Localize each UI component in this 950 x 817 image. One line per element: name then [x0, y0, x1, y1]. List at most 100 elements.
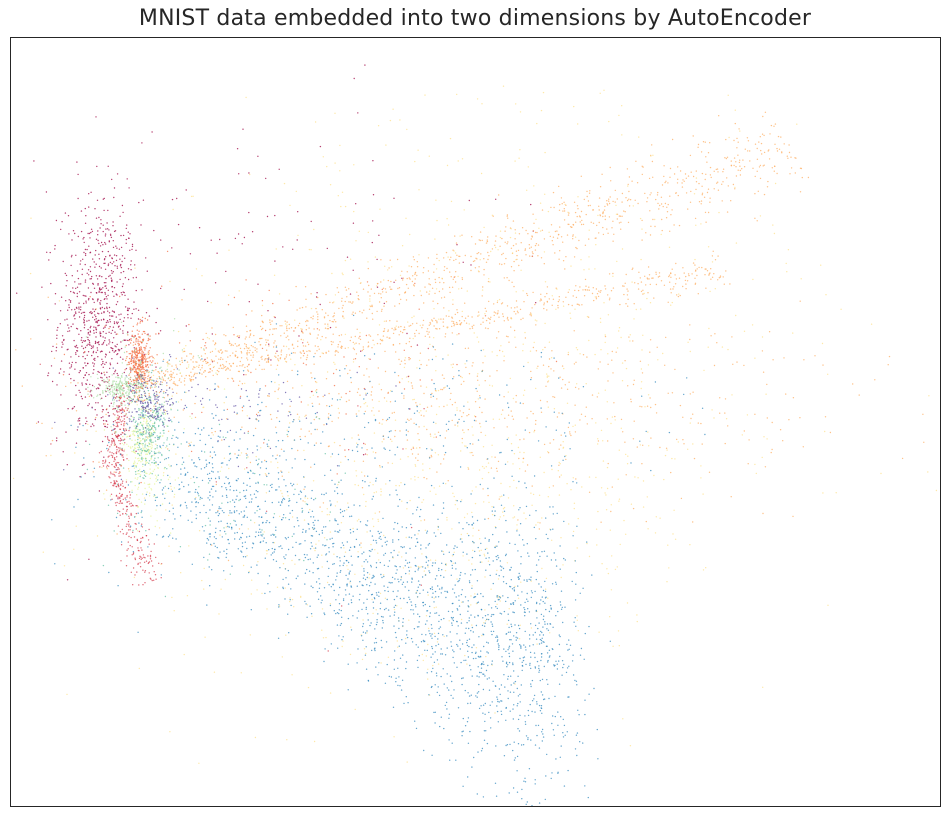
- data-point: [399, 119, 401, 121]
- data-point: [488, 501, 490, 504]
- data-point: [170, 376, 172, 378]
- data-point: [677, 178, 679, 180]
- data-point: [311, 615, 313, 617]
- data-point: [138, 365, 140, 367]
- data-point: [530, 246, 532, 248]
- data-point: [532, 252, 534, 255]
- data-point: [395, 351, 397, 353]
- data-point: [466, 415, 468, 417]
- data-point: [330, 340, 332, 343]
- data-point: [424, 335, 426, 337]
- data-point: [386, 400, 388, 402]
- data-point: [306, 341, 309, 343]
- data-point: [108, 312, 111, 314]
- data-point: [567, 291, 569, 293]
- data-point: [223, 402, 225, 404]
- data-point: [502, 508, 505, 510]
- data-point: [457, 275, 459, 278]
- data-point: [127, 529, 130, 531]
- data-point: [217, 386, 220, 388]
- data-point: [507, 217, 509, 219]
- data-point: [337, 351, 339, 353]
- data-point: [144, 570, 147, 572]
- data-point: [423, 519, 426, 521]
- data-point: [665, 336, 667, 339]
- data-point: [225, 369, 227, 371]
- data-point: [452, 363, 454, 365]
- data-point: [549, 235, 551, 238]
- data-point: [436, 219, 438, 222]
- data-point: [192, 361, 194, 363]
- data-point: [922, 413, 924, 415]
- data-point: [612, 272, 614, 275]
- data-point: [150, 578, 152, 580]
- data-point: [681, 182, 683, 184]
- data-point: [83, 241, 85, 244]
- data-point: [366, 454, 368, 456]
- data-point: [454, 281, 457, 283]
- data-point: [523, 451, 525, 454]
- data-point: [689, 350, 691, 353]
- data-point: [60, 228, 62, 231]
- data-point: [151, 355, 153, 357]
- data-point: [175, 366, 178, 368]
- data-point: [821, 342, 824, 345]
- data-point: [384, 265, 386, 267]
- data-point: [104, 363, 106, 365]
- data-point: [82, 294, 85, 297]
- data-point: [108, 376, 111, 378]
- data-point: [144, 571, 146, 573]
- data-point: [544, 322, 546, 325]
- data-point: [83, 351, 86, 353]
- data-point: [480, 172, 483, 175]
- data-point: [724, 412, 726, 414]
- data-point: [425, 615, 428, 617]
- data-point: [446, 404, 448, 406]
- data-point: [263, 531, 265, 533]
- data-point: [151, 579, 153, 582]
- data-point: [761, 133, 764, 135]
- data-point: [76, 286, 79, 288]
- data-point: [450, 364, 452, 366]
- data-point: [128, 357, 131, 360]
- data-point: [626, 602, 629, 604]
- data-point: [558, 448, 560, 450]
- data-point: [285, 323, 287, 325]
- data-point: [483, 258, 485, 260]
- data-point: [126, 416, 128, 418]
- data-point: [576, 615, 578, 617]
- data-point: [193, 366, 195, 368]
- data-point: [65, 385, 67, 388]
- data-point: [338, 393, 340, 395]
- data-point: [385, 301, 388, 303]
- data-point: [479, 538, 481, 540]
- data-point: [228, 363, 231, 365]
- data-point: [417, 533, 419, 535]
- data-point: [112, 421, 115, 423]
- data-point: [548, 375, 550, 377]
- data-point: [135, 512, 138, 515]
- data-point: [385, 320, 387, 322]
- data-point: [674, 538, 677, 540]
- data-point: [94, 357, 96, 360]
- data-point: [576, 547, 578, 549]
- data-point: [104, 258, 106, 260]
- data-point: [128, 339, 130, 342]
- data-point: [167, 361, 169, 363]
- data-point: [517, 597, 520, 599]
- data-point: [353, 343, 356, 345]
- data-point: [140, 537, 142, 540]
- data-point: [117, 421, 119, 423]
- data-point: [113, 337, 115, 339]
- data-point: [138, 667, 140, 670]
- data-point: [714, 288, 716, 290]
- data-point: [220, 466, 223, 468]
- data-point: [194, 366, 196, 369]
- data-point: [543, 263, 545, 265]
- data-point: [241, 243, 243, 245]
- data-point: [226, 408, 229, 411]
- data-point: [84, 207, 87, 210]
- data-point: [641, 165, 643, 167]
- data-point: [432, 664, 434, 667]
- data-point: [390, 280, 392, 283]
